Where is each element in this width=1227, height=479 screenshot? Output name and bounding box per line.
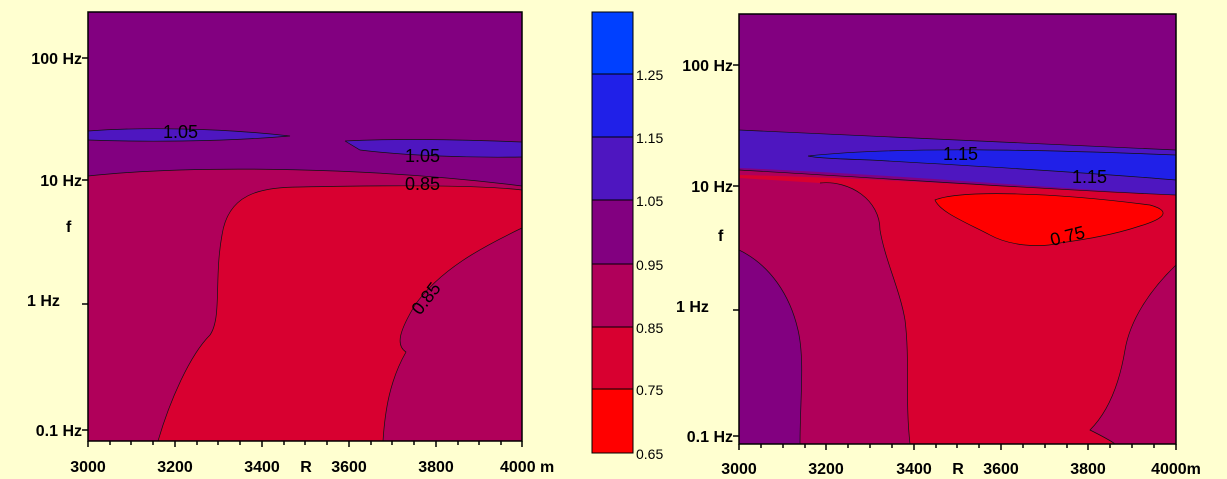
right-x-tick-label: 3400 xyxy=(896,461,932,478)
right-x-ticks xyxy=(738,444,1177,450)
right-y-tick-label: 10 Hz xyxy=(691,179,733,196)
left-contour-label: 1.05 xyxy=(163,122,198,142)
colorbar-band-0.85-0.95 xyxy=(592,264,633,327)
right-region-0.65-0.75 xyxy=(935,193,1164,246)
left-x-tick-label: 3600 xyxy=(331,459,367,476)
colorbar-tick-label: 0.75 xyxy=(636,382,663,398)
left-region-1.05-1.15-a xyxy=(88,128,290,142)
colorbar-band-0.75-0.85 xyxy=(592,327,633,389)
left-y-axis-label: f xyxy=(66,219,72,236)
right-x-tick-label: 3800 xyxy=(1070,461,1106,478)
right-x-axis-label: R xyxy=(952,461,964,478)
right-contour-line-0.85-mid xyxy=(819,182,911,444)
colorbar-band-0.95-1.05 xyxy=(592,200,633,264)
colorbar-band-1.25-1.35 xyxy=(592,12,633,74)
right-x-tick-label: 4000m xyxy=(1151,461,1201,478)
left-y-tick-label: 100 Hz xyxy=(31,51,82,68)
right-region-0.85-0.95-right xyxy=(1090,265,1176,444)
right-region-0.85-0.95-strip xyxy=(739,178,910,444)
right-y-tick-label: 100 Hz xyxy=(682,58,733,75)
left-y-tick-label: 0.1 Hz xyxy=(36,423,82,440)
left-x-axis-label: R xyxy=(300,459,312,476)
left-x-tick-label: 4000 m xyxy=(500,459,554,476)
colorbar-frame xyxy=(591,11,634,454)
right-x-tick-label: 3200 xyxy=(808,461,844,478)
right-y-axis-label: f xyxy=(718,228,724,245)
colorbar-tick-label: 1.15 xyxy=(636,130,663,146)
right-contour-line-1.15 xyxy=(807,149,1176,181)
left-region-0.75-0.85 xyxy=(158,185,522,441)
right-region-0.85-0.95-inner xyxy=(739,250,802,444)
colorbar-band-0.65-0.75 xyxy=(592,389,633,453)
right-contour-label: 1.15 xyxy=(943,144,978,164)
left-x-tick-label: 3200 xyxy=(157,459,193,476)
left-contour-label: 0.85 xyxy=(405,174,440,194)
left-contour-plot: 1.05 1.05 0.85 0.85 100 Hz 10 Hz f 1 Hz … xyxy=(27,11,554,476)
right-contour-line-1.05-top xyxy=(739,129,1176,151)
right-contour-label: 1.15 xyxy=(1072,167,1107,187)
right-x-tick-label: 3000 xyxy=(721,461,757,478)
left-x-ticks xyxy=(87,441,523,447)
left-contour-line-0.85 xyxy=(157,185,522,441)
left-contour-line-0.95 xyxy=(88,168,522,187)
left-y-ticks xyxy=(82,57,88,431)
left-y-tick-label: 10 Hz xyxy=(40,173,82,190)
right-contour-line-1.05-bottom xyxy=(739,169,1176,196)
right-region-1.15-1.25 xyxy=(808,149,1176,180)
colorbar-tick-label: 0.85 xyxy=(636,320,663,336)
colorbar-band-1.15-1.25 xyxy=(592,74,633,137)
left-y-tick-label: 1 Hz xyxy=(27,293,60,310)
colorbar: 1.25 1.15 1.05 0.95 0.85 0.75 0.65 xyxy=(591,11,663,462)
colorbar-tick-label: 1.05 xyxy=(636,193,663,209)
right-contour-line-0.75 xyxy=(934,193,1164,246)
right-contour-line-0.85-left xyxy=(739,249,803,444)
colorbar-band-1.05-1.15 xyxy=(592,137,633,200)
left-x-tick-label: 3800 xyxy=(418,459,454,476)
right-contour-plot: 1.15 1.15 0.75 100 Hz 10 Hz f 1 Hz 0.1 H… xyxy=(676,13,1201,478)
right-y-tick-label: 0.1 Hz xyxy=(687,429,733,446)
colorbar-tick-label: 1.25 xyxy=(636,67,663,83)
colorbar-tick-label: 0.95 xyxy=(636,257,663,273)
right-contour-line-0.85-right xyxy=(1089,264,1176,444)
left-contour-line-1.05-a xyxy=(88,128,291,142)
right-y-ticks xyxy=(733,64,739,437)
right-x-tick-label: 3600 xyxy=(983,461,1019,478)
left-contour-line-1.05-b xyxy=(344,139,522,158)
left-contour-label: 1.05 xyxy=(405,146,440,166)
right-y-tick-label: 1 Hz xyxy=(676,299,709,316)
left-x-tick-label: 3400 xyxy=(244,459,280,476)
left-x-tick-label: 3000 xyxy=(70,459,106,476)
colorbar-tick-label: 0.65 xyxy=(636,446,663,462)
